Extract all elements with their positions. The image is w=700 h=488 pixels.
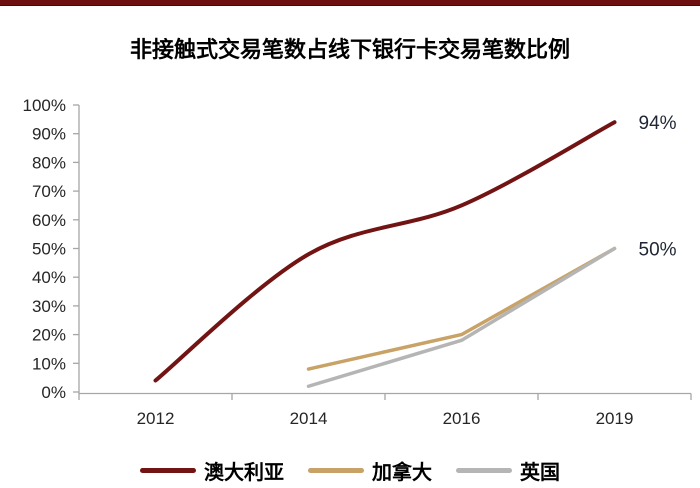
- y-tick-label: 60%: [32, 211, 66, 230]
- legend-item: 澳大利亚: [140, 456, 284, 485]
- x-tick-label: 2019: [596, 409, 634, 428]
- legend-label: 加拿大: [372, 461, 432, 484]
- y-tick-label: 50%: [32, 240, 66, 259]
- y-tick-label: 90%: [32, 125, 66, 144]
- y-tick-label: 10%: [32, 354, 66, 373]
- x-tick-label: 2014: [290, 409, 328, 428]
- y-tick-label: 100%: [23, 96, 66, 115]
- y-tick-label: 70%: [32, 182, 66, 201]
- y-tick-label: 40%: [32, 268, 66, 287]
- y-tick-label: 30%: [32, 297, 66, 316]
- chart-title: 非接触式交易笔数占线下银行卡交易笔数比例: [129, 37, 570, 62]
- series-end-label: 50%: [639, 240, 677, 261]
- line-chart: 0% 10% 20% 30% 40% 50% 60% 70% 80% 90% 100% 2012 201…: [23, 96, 692, 428]
- series-line: [306, 246, 617, 389]
- x-tick-label: 2016: [443, 409, 481, 428]
- legend-label: 澳大利亚: [204, 461, 284, 484]
- legend-line-swatch: [140, 467, 196, 473]
- series-line: [153, 120, 617, 383]
- series-line: [306, 246, 617, 371]
- series-end-label: 94%: [639, 113, 677, 134]
- legend-line-swatch: [308, 467, 364, 473]
- legend-item: 英国: [456, 456, 560, 485]
- top-accent-bar: [0, 0, 700, 6]
- legend-item: 加拿大: [308, 456, 432, 485]
- y-tick-label: 20%: [32, 326, 66, 345]
- chart-legend: 澳大利亚 加拿大 英国: [0, 454, 700, 486]
- y-tick-label: 0%: [41, 383, 66, 402]
- x-tick-label: 2012: [137, 409, 175, 428]
- y-tick-label: 80%: [32, 153, 66, 172]
- legend-label: 英国: [520, 461, 560, 484]
- legend-line-swatch: [456, 467, 512, 473]
